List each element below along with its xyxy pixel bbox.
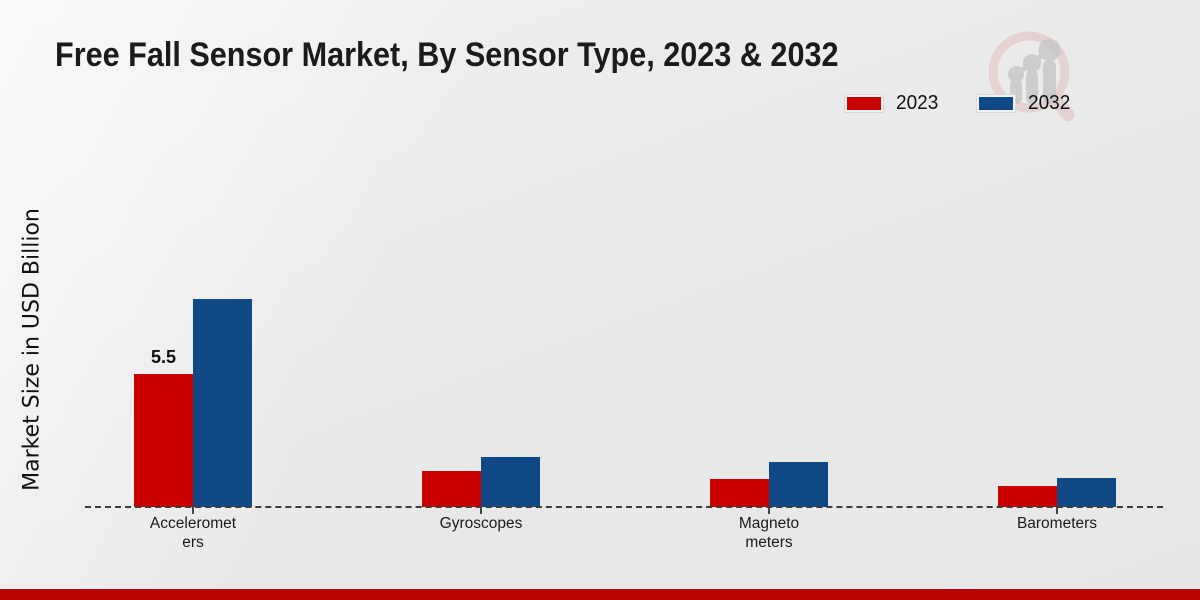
bar-2032-magnetometers [769,462,828,507]
legend: 2023 2032 [845,92,1072,115]
legend-label-2023: 2023 [896,92,939,114]
bar-2023-barometers [998,486,1057,507]
legend-item-2023: 2023 [845,92,941,115]
bar-2032-accelerometers [193,299,252,507]
x-axis-tick-label: Barometers [1016,515,1098,532]
magnifier-growth-logo-icon [988,31,1075,122]
brand-watermark [985,26,1085,124]
chart-title: Free Fall Sensor Market, By Sensor Type,… [55,36,839,74]
bar-2023-gyroscopes [422,471,481,507]
bar-2023-magnetometers [710,479,769,507]
x-axis-tick [1056,507,1058,514]
x-axis-baseline [85,506,1163,508]
x-axis-tick-label: Magneto meters [738,515,800,552]
legend-item-2032: 2032 [976,92,1073,115]
bottom-accent-bar [0,589,1200,600]
bar-value-label: 5.5 [150,347,177,367]
x-axis-tick [768,507,770,514]
legend-swatch-2023 [845,95,883,112]
legend-label-2032: 2032 [1027,92,1070,114]
legend-swatch-2032 [976,95,1015,112]
x-axis-tick-label: Gyroscopes [439,515,523,532]
bar-2032-gyroscopes [481,457,540,507]
x-axis-tick [192,507,194,514]
x-axis-tick-label: Acceleromet ers [149,515,237,552]
bar-2032-barometers [1057,478,1116,507]
x-axis-tick [480,507,482,514]
bar-2023-accelerometers [134,374,193,507]
